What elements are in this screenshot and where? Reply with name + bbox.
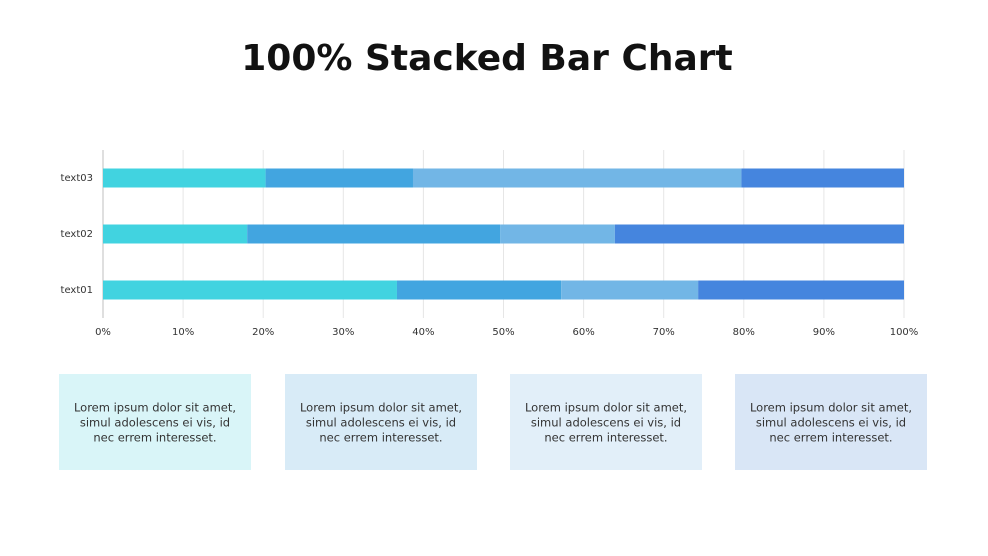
card-text: nec errem interesset.	[544, 431, 667, 445]
x-tick-label: 100%	[890, 327, 919, 338]
x-tick-label: 80%	[733, 327, 755, 338]
x-tick-label: 0%	[95, 327, 111, 338]
bar-segment	[103, 224, 248, 244]
card	[735, 374, 927, 470]
card-text: nec errem interesset.	[769, 431, 892, 445]
bar-segment	[698, 280, 904, 300]
card-text: Lorem ipsum dolor sit amet,	[750, 401, 912, 415]
bar-segment	[103, 280, 397, 300]
card-text: nec errem interesset.	[319, 431, 442, 445]
bar-segment	[741, 168, 904, 188]
bar-segment	[614, 224, 904, 244]
card-text: simul adolescens ei vis, id	[531, 416, 681, 430]
bar-segment	[561, 280, 699, 300]
chart-title: 100% Stacked Bar Chart	[241, 38, 733, 79]
x-tick-label: 40%	[412, 327, 434, 338]
bar-segment	[103, 168, 266, 188]
y-tick-label: text02	[61, 229, 93, 240]
x-tick-label: 90%	[813, 327, 835, 338]
bar-segment	[412, 168, 742, 188]
x-tick-label: 70%	[653, 327, 675, 338]
y-tick-label: text01	[61, 285, 93, 296]
bar-segment	[265, 168, 413, 188]
bar-segment	[500, 224, 615, 244]
x-tick-label: 30%	[332, 327, 354, 338]
x-tick-label: 50%	[492, 327, 514, 338]
y-tick-label: text03	[61, 173, 93, 184]
x-tick-label: 20%	[252, 327, 274, 338]
card-text: Lorem ipsum dolor sit amet,	[525, 401, 687, 415]
card	[59, 374, 251, 470]
card-text: simul adolescens ei vis, id	[80, 416, 230, 430]
card-text: simul adolescens ei vis, id	[756, 416, 906, 430]
bar-segment	[396, 280, 562, 300]
card	[510, 374, 702, 470]
card-text: Lorem ipsum dolor sit amet,	[74, 401, 236, 415]
card-text: simul adolescens ei vis, id	[306, 416, 456, 430]
card	[285, 374, 477, 470]
card-text: Lorem ipsum dolor sit amet,	[300, 401, 462, 415]
x-tick-label: 60%	[572, 327, 594, 338]
x-tick-label: 10%	[172, 327, 194, 338]
card-text: nec errem interesset.	[93, 431, 216, 445]
bar-segment	[247, 224, 501, 244]
